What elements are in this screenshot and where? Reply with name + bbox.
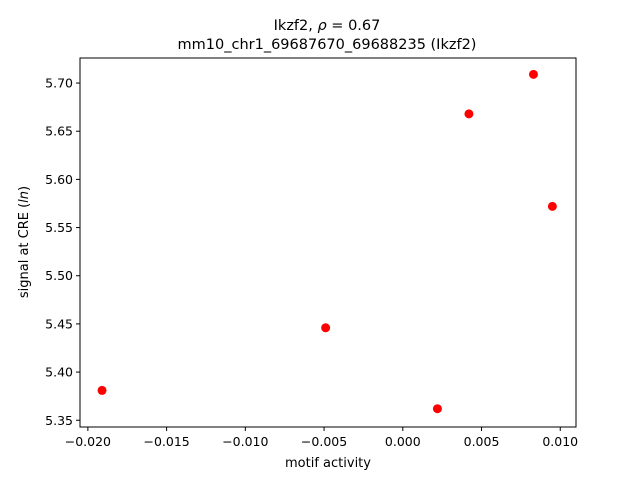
y-tick-label: 5.60 bbox=[45, 172, 73, 187]
chart-title-line1: Ikzf2, ρ = 0.67 bbox=[274, 18, 381, 34]
ylabel-ln: ln bbox=[17, 191, 32, 203]
ylabel-suffix: ) bbox=[17, 186, 32, 191]
x-tick-label: −0.010 bbox=[222, 434, 268, 449]
scatter-point bbox=[547, 201, 557, 211]
y-axis-ticks: 5.35 5.40 5.45 5.50 5.55 5.60 5.65 5.70 bbox=[45, 76, 80, 428]
y-tick-label: 5.40 bbox=[45, 365, 73, 380]
plot-area bbox=[97, 69, 557, 414]
x-tick-label: 0.005 bbox=[464, 434, 500, 449]
y-tick-label: 5.35 bbox=[45, 413, 73, 428]
ylabel-prefix: signal at CRE ( bbox=[17, 203, 32, 298]
scatter-point bbox=[97, 385, 107, 395]
y-tick-label: 5.55 bbox=[45, 220, 73, 235]
scatter-point bbox=[528, 69, 538, 79]
x-tick-label: −0.005 bbox=[301, 434, 347, 449]
x-tick-label: 0.010 bbox=[542, 434, 578, 449]
y-tick-label: 5.65 bbox=[45, 124, 73, 139]
scatter-point bbox=[432, 404, 442, 414]
scatter-point bbox=[464, 109, 474, 119]
axes-frame bbox=[79, 57, 577, 428]
chart-title-line2: mm10_chr1_69687670_69688235 (Ikzf2) bbox=[178, 37, 477, 53]
x-tick-label: −0.015 bbox=[143, 434, 189, 449]
x-axis-ticks: −0.020 −0.015 −0.010 −0.005 0.000 0.005 0.010 bbox=[65, 427, 578, 449]
y-tick-label: 5.50 bbox=[45, 268, 73, 283]
x-tick-label: −0.020 bbox=[65, 434, 111, 449]
y-tick-label: 5.70 bbox=[45, 76, 73, 91]
y-axis-label: signal at CRE (ln) bbox=[17, 186, 32, 298]
scatter-point bbox=[321, 323, 331, 333]
x-tick-label: 0.000 bbox=[385, 434, 421, 449]
title-rho: ρ bbox=[317, 18, 327, 34]
x-axis-label: motif activity bbox=[285, 456, 371, 471]
title-eq: = 0.67 bbox=[327, 18, 381, 34]
title-gene: Ikzf2, bbox=[274, 18, 318, 34]
y-tick-label: 5.45 bbox=[45, 316, 73, 331]
